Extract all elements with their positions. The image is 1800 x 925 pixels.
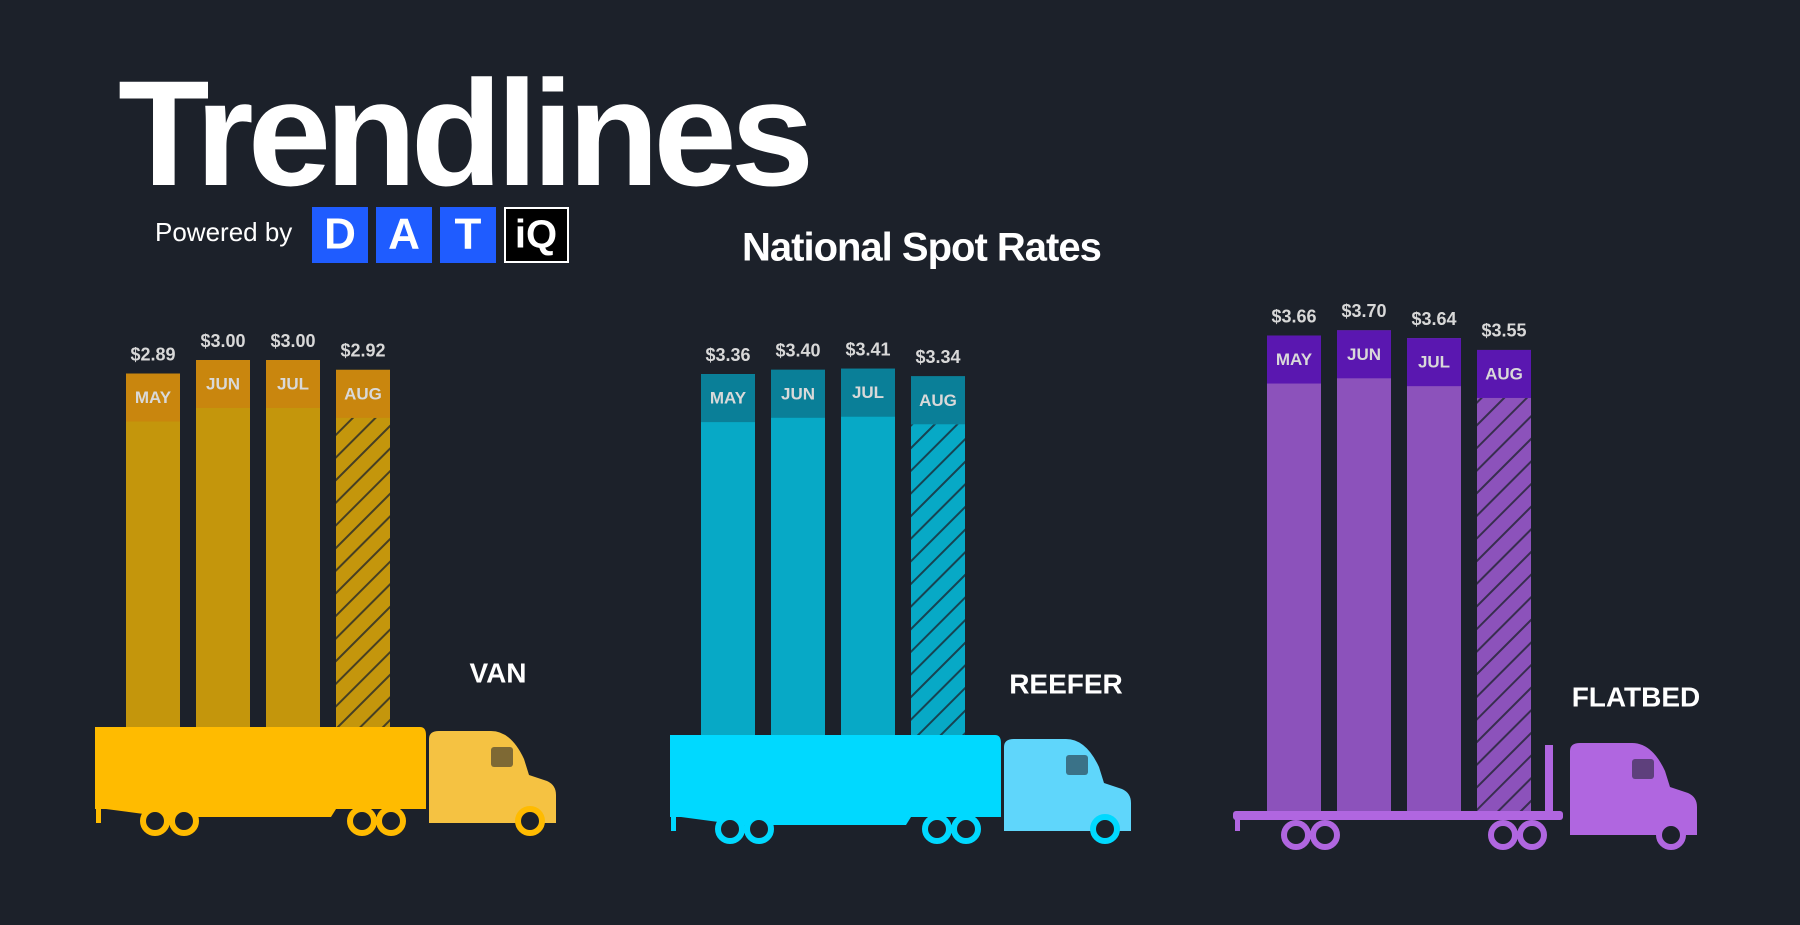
logo-box — [312, 207, 368, 263]
wheel — [1517, 820, 1547, 850]
month-band — [771, 369, 825, 418]
value-label: $3.64 — [1411, 309, 1456, 329]
month-label: JUN — [781, 384, 815, 403]
powered-by: Powered by — [155, 217, 292, 247]
month-band — [336, 369, 390, 418]
wheel — [140, 806, 170, 836]
month-label: AUG — [1485, 364, 1523, 383]
logo-letter: A — [388, 210, 420, 259]
month-band — [1267, 335, 1321, 384]
month-band — [1407, 338, 1461, 387]
trailer — [670, 735, 1001, 825]
value-label: $3.55 — [1481, 321, 1526, 341]
month-label: JUL — [1418, 353, 1450, 372]
logo-box — [504, 207, 569, 263]
chart-title: FLATBED — [1572, 681, 1701, 712]
bar-hatch — [336, 417, 390, 729]
cab — [429, 731, 556, 823]
logo-letter: T — [455, 210, 482, 259]
month-label: AUG — [344, 384, 382, 403]
bar — [126, 373, 180, 729]
wheel — [169, 806, 199, 836]
month-band — [701, 374, 755, 423]
month-band — [1477, 349, 1531, 398]
logo-letter: iQ — [515, 213, 557, 257]
month-label: JUL — [852, 383, 884, 402]
cab — [1004, 739, 1131, 831]
month-band — [841, 368, 895, 417]
flat-deck — [1233, 811, 1563, 820]
wheel — [951, 814, 981, 844]
bar — [1407, 338, 1461, 815]
bar — [701, 374, 755, 737]
chart: MAY $3.36 JUN $3.40 JUL $3.41 AUG $3.34 REEFER — [670, 339, 1131, 844]
subtitle: National Spot Rates — [742, 226, 1101, 270]
trailer-leg — [1235, 819, 1240, 831]
chart-title: REEFER — [1009, 668, 1123, 699]
wheel — [376, 806, 406, 836]
month-band — [126, 373, 180, 422]
headboard — [1545, 745, 1553, 815]
wheel — [1310, 820, 1340, 850]
month-band — [1337, 330, 1391, 379]
chart: MAY $2.89 JUN $3.00 JUL $3.00 AUG $2.92 VAN — [95, 331, 556, 836]
cab — [1570, 743, 1697, 835]
bar — [196, 360, 250, 729]
chart: MAY $3.66 JUN $3.70 JUL $3.64 AUG $3.55 FLATBED — [1233, 301, 1701, 850]
month-label: AUG — [919, 391, 957, 410]
wheel — [515, 806, 545, 836]
logo: D A T iQ — [312, 207, 569, 263]
value-label: $3.41 — [845, 339, 890, 359]
month-label: MAY — [710, 389, 747, 408]
logo-box — [440, 207, 496, 263]
value-label: $3.66 — [1271, 306, 1316, 326]
wheel — [1281, 820, 1311, 850]
value-label: $3.36 — [705, 345, 750, 365]
wheel — [1656, 820, 1686, 850]
month-label: MAY — [135, 388, 172, 407]
wheel — [715, 814, 745, 844]
wheel — [347, 806, 377, 836]
value-label: $2.92 — [340, 341, 385, 361]
bar — [841, 368, 895, 737]
bar — [1267, 335, 1321, 815]
bar — [266, 360, 320, 729]
bar-hatch — [911, 424, 965, 737]
value-label: $3.70 — [1341, 301, 1386, 321]
page-title: Trendlines — [118, 49, 809, 217]
wheel — [922, 814, 952, 844]
trailer — [95, 727, 426, 817]
month-label: JUN — [1347, 345, 1381, 364]
month-band — [196, 360, 250, 408]
chart-title: VAN — [469, 657, 526, 688]
value-label: $3.00 — [200, 331, 245, 351]
bar — [771, 369, 825, 737]
cab-window — [491, 747, 513, 767]
trailer-leg — [96, 809, 101, 823]
value-label: $3.00 — [270, 331, 315, 351]
month-band — [911, 376, 965, 425]
month-band — [266, 360, 320, 408]
value-label: $3.40 — [775, 341, 820, 361]
month-label: JUN — [206, 374, 240, 393]
trailer-leg — [671, 817, 676, 831]
logo-box — [376, 207, 432, 263]
value-label: $3.34 — [915, 347, 960, 367]
cab-window — [1632, 759, 1654, 779]
wheel — [744, 814, 774, 844]
month-label: MAY — [1276, 350, 1313, 369]
month-label: JUL — [277, 374, 309, 393]
cab-window — [1066, 755, 1088, 775]
bar — [1337, 330, 1391, 815]
bar-hatch — [1477, 397, 1531, 815]
value-label: $2.89 — [130, 344, 175, 364]
wheel — [1488, 820, 1518, 850]
wheel — [1090, 814, 1120, 844]
logo-letter: D — [324, 210, 356, 259]
